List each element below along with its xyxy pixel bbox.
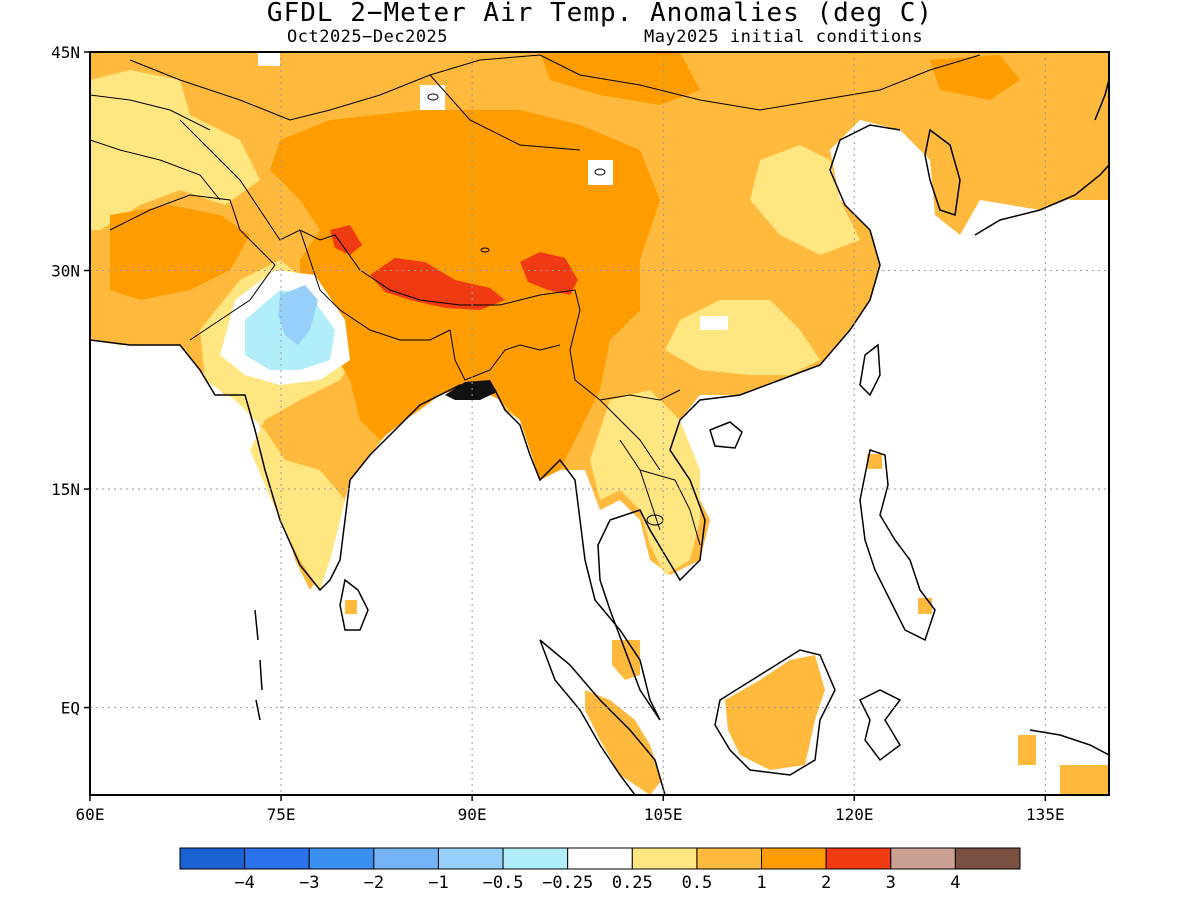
legend-label: −1 [428, 873, 448, 893]
legend-swatch [631, 847, 698, 870]
legend-label: −3 [299, 873, 319, 893]
legend-swatch [244, 847, 310, 870]
legend-label: 1 [756, 873, 766, 893]
anomaly-region-luzon [867, 454, 882, 469]
country-borders [90, 54, 981, 546]
map-frame [89, 51, 1110, 796]
anomaly-region-0.25-0.5-central-asia [90, 70, 260, 230]
y-tick-label: 45N [51, 43, 80, 62]
map-plot-area [90, 52, 1109, 795]
anomaly-region-1-2-west-asia [110, 205, 250, 300]
missing-data-cell [420, 85, 445, 110]
missing-data-cell [700, 316, 728, 330]
initial-conditions-label: May2025 initial conditions [644, 27, 924, 47]
anomaly-region-sri-lanka [345, 600, 357, 614]
legend-swatch [696, 847, 763, 870]
x-tick-label: 120E [835, 805, 874, 824]
anomaly-region-east-indonesia [1018, 735, 1036, 765]
coastlines [90, 79, 1109, 795]
color-legend: −4 −3 −2 −1 −0.5 −0.25 0.25 0.5 1 2 3 4 [179, 847, 1021, 893]
legend-label: −0.5 [483, 873, 524, 893]
legend-label: −4 [234, 873, 254, 893]
longitude-axis: 60E 75E 90E 105E 120E 135E [76, 795, 1065, 824]
lat-lon-grid [90, 52, 1109, 795]
anomaly-region-japan [1070, 155, 1109, 200]
legend-swatch [179, 847, 246, 870]
legend-swatch [437, 847, 504, 870]
anomaly-region-2-3-east-tibet [520, 252, 578, 295]
legend-swatch [502, 847, 569, 870]
x-tick-label: 75E [267, 805, 296, 824]
anomaly-region-0.25-0.5-china [750, 145, 860, 255]
anomaly-region-new-guinea [1060, 765, 1109, 795]
y-tick-label: 30N [51, 262, 80, 281]
x-tick-label: 90E [458, 805, 487, 824]
legend-swatch [890, 847, 956, 870]
legend-swatch [308, 847, 375, 870]
anomaly-region-mindanao [918, 598, 932, 614]
anomaly-region-2-3-west-himalaya [330, 225, 362, 255]
legend-swatch [567, 847, 633, 870]
anomaly-region-borneo [725, 655, 825, 770]
x-tick-label: 105E [644, 805, 683, 824]
legend-label: 0.5 [682, 873, 713, 893]
y-tick-label: EQ [61, 699, 80, 718]
legend-label: −0.25 [542, 873, 593, 893]
anomaly-region-0.25-0.5-indochina [590, 390, 700, 575]
anomaly-region-neg-1-india [278, 285, 318, 345]
anomaly-region-sumatra [585, 690, 662, 795]
x-tick-label: 60E [76, 805, 105, 824]
missing-data-cell [258, 52, 280, 66]
legend-label: 3 [886, 873, 896, 893]
legend-swatch [373, 847, 439, 870]
legend-label: 0.25 [612, 873, 653, 893]
forecast-period: Oct2025−Dec2025 [287, 27, 449, 47]
legend-swatch [825, 847, 892, 870]
legend-label: 4 [950, 873, 960, 893]
legend-label: −2 [364, 873, 384, 893]
legend-swatch [954, 847, 1021, 870]
x-tick-label: 135E [1026, 805, 1065, 824]
anomaly-region-1-2-mongolia [540, 52, 700, 105]
y-tick-label: 15N [51, 480, 80, 499]
legend-swatch [761, 847, 827, 870]
legend-label: 2 [821, 873, 831, 893]
latitude-axis: 45N 30N 15N EQ [51, 43, 90, 718]
anomaly-region-1-2-northeast [930, 55, 1020, 100]
missing-data-cell [588, 160, 613, 185]
ganges-delta-coast [445, 380, 497, 400]
map-title: GFDL 2−Meter Air Temp. Anomalies (deg C) [266, 0, 934, 28]
